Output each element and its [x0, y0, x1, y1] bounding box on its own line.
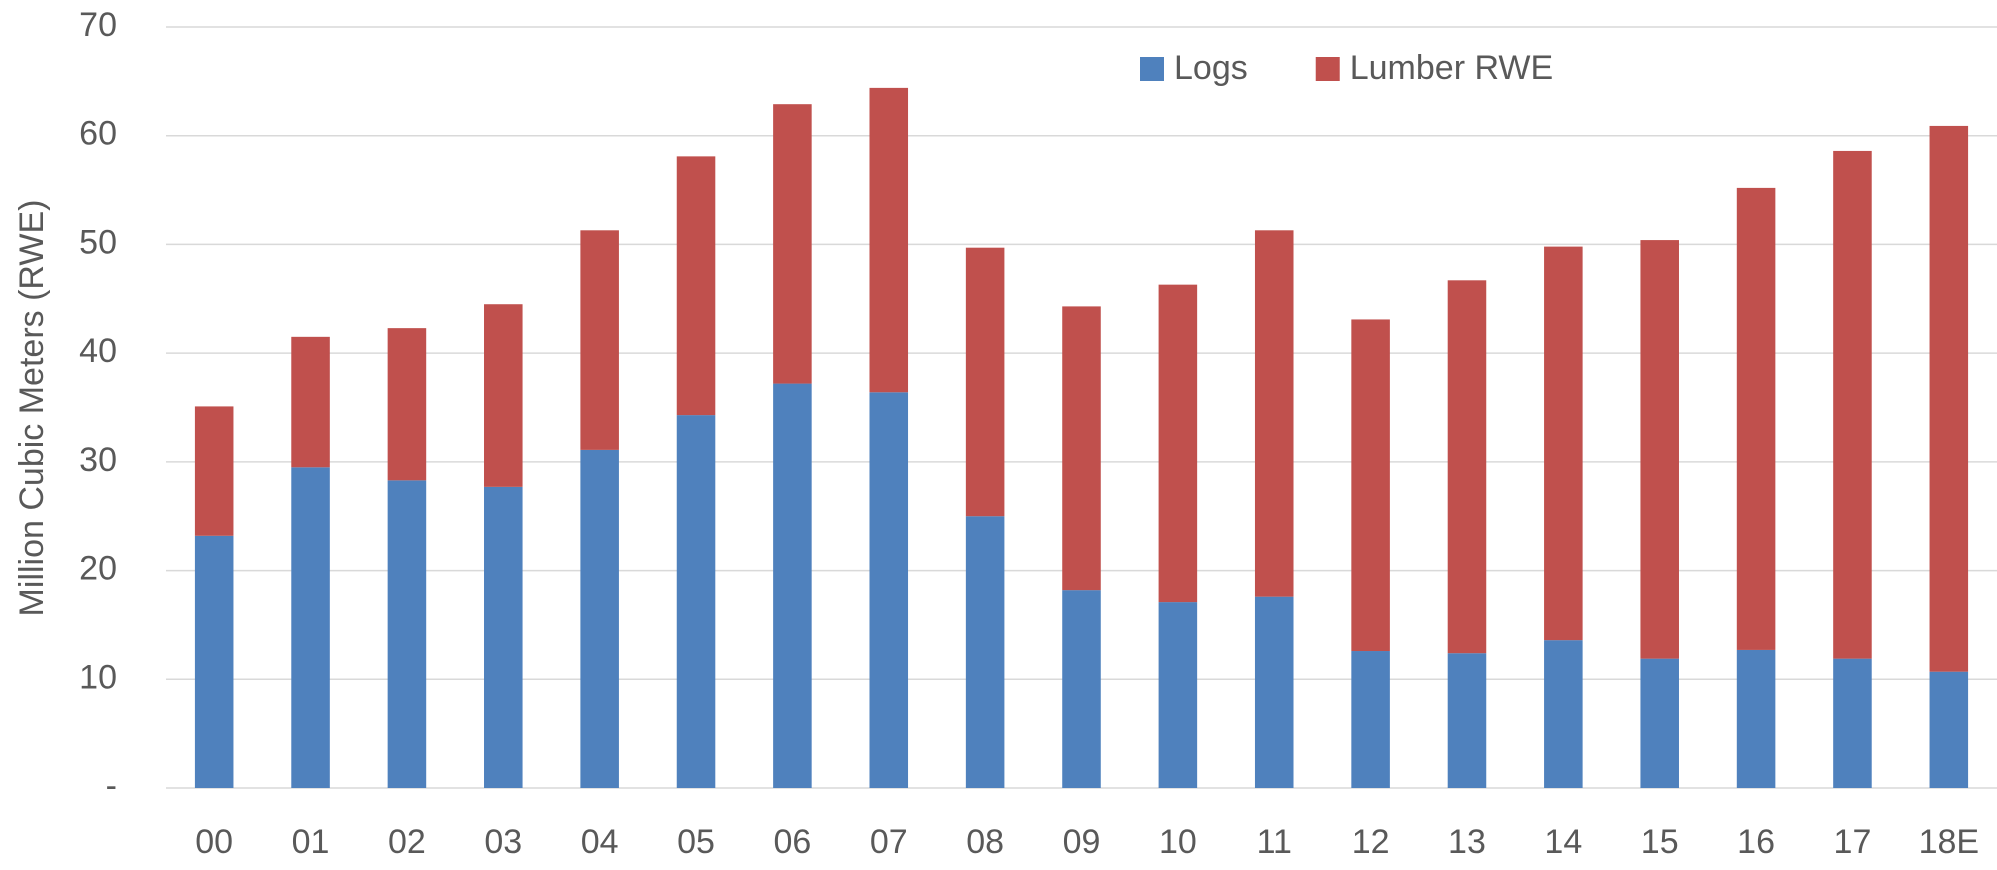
bar-segment: [1062, 306, 1101, 591]
bar-segment: [580, 449, 619, 788]
bar-segment: [387, 480, 427, 788]
x-tick-label: 16: [1737, 823, 1775, 861]
bar-segment: [1736, 187, 1776, 650]
bar-segment: [1447, 280, 1487, 654]
y-tick-label: 40: [79, 332, 117, 370]
x-tick-label: 15: [1641, 823, 1679, 861]
x-tick-label: 09: [1063, 823, 1101, 861]
bar-segment: [291, 467, 330, 788]
bar-segment: [1351, 651, 1390, 788]
y-tick-label: 70: [79, 6, 117, 44]
x-tick-label: 03: [484, 823, 522, 861]
bar-segment: [1544, 640, 1583, 788]
bar-segment: [869, 87, 909, 393]
x-tick-label: 01: [292, 823, 330, 861]
bar-segment: [1640, 658, 1679, 788]
bar-segment: [1544, 246, 1583, 641]
y-tick-label: 10: [79, 658, 117, 696]
bar-segment: [484, 486, 523, 788]
x-tick-label: 12: [1352, 823, 1390, 861]
legend-label: Lumber RWE: [1350, 49, 1553, 87]
bar-segment: [869, 392, 909, 788]
y-tick-label: 60: [79, 115, 117, 153]
x-tick-label: 07: [870, 823, 908, 861]
y-tick-label: 20: [79, 550, 117, 588]
x-tick-label: 08: [966, 823, 1004, 861]
bar-segment: [676, 415, 716, 788]
x-tick-label: 05: [677, 823, 715, 861]
bar-segment: [194, 535, 234, 788]
bar-segment: [1254, 230, 1294, 597]
bar-segment: [676, 156, 716, 416]
x-tick-label: 17: [1834, 823, 1872, 861]
bar-segment: [1062, 590, 1101, 788]
x-tick-label: 06: [773, 823, 811, 861]
x-tick-label: 13: [1448, 823, 1486, 861]
bar-segment: [1158, 284, 1198, 603]
y-tick-label: -: [106, 767, 117, 805]
bar-segment: [965, 516, 1005, 788]
x-tick-label: 14: [1544, 823, 1582, 861]
bar-segment: [1736, 649, 1776, 788]
legend-label: Logs: [1174, 49, 1248, 87]
x-tick-label: 18E: [1919, 823, 1980, 861]
bar-segment: [1640, 240, 1679, 659]
bar-segment: [773, 383, 812, 788]
bar-segment: [484, 304, 523, 487]
x-tick-label: 10: [1159, 823, 1197, 861]
y-tick-label: 30: [79, 441, 117, 479]
bar-segment: [291, 336, 330, 468]
bar-segment: [580, 230, 619, 450]
bar-segment: [1447, 653, 1487, 788]
bar-segment: [387, 328, 427, 481]
legend-swatch: [1140, 57, 1164, 81]
x-tick-label: 00: [195, 823, 233, 861]
bar-segment: [1833, 658, 1872, 788]
x-tick-label: 11: [1257, 823, 1292, 861]
x-tick-label: 04: [581, 823, 619, 861]
bar-segment: [1158, 602, 1198, 788]
bar-segment: [1351, 319, 1390, 652]
bar-segment: [965, 247, 1005, 517]
x-tick-label: 02: [388, 823, 426, 861]
bar-segment: [1254, 596, 1294, 788]
bar-segment: [1833, 150, 1872, 659]
bar-segment: [773, 104, 812, 384]
bar-segment: [194, 406, 234, 536]
bar-segment: [1929, 671, 1969, 788]
bar-segment: [1929, 125, 1969, 672]
y-tick-label: 50: [79, 223, 117, 261]
y-axis-label: Million Cubic Meters (RWE): [13, 200, 51, 617]
legend-swatch: [1315, 57, 1340, 81]
